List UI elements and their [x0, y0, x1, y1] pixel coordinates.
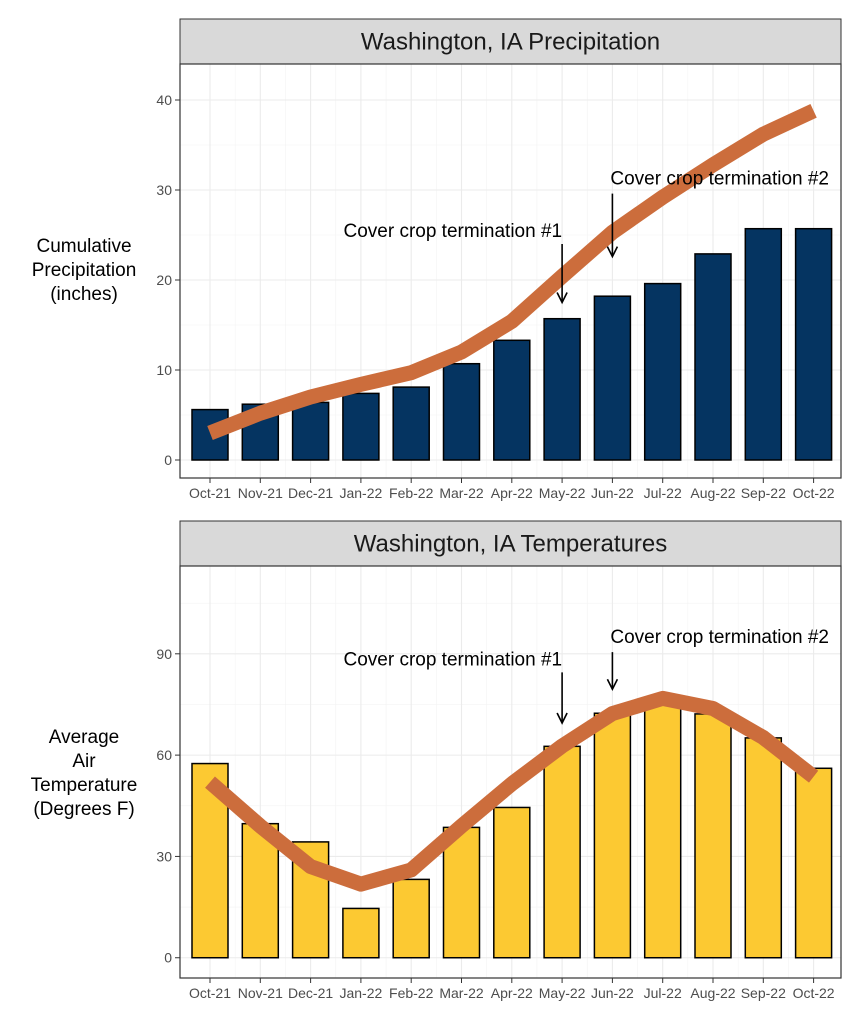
annotation-arrowhead [606, 678, 619, 692]
bar-Jun-22 [593, 295, 632, 461]
x-tick-label: Sep-22 [741, 485, 786, 501]
annotation-termination-1: Cover crop termination #1 [343, 221, 568, 305]
y-tick-label: 20 [156, 272, 172, 288]
bar-May-22 [543, 317, 581, 461]
trend-line [205, 690, 819, 892]
bar-Aug-22 [694, 253, 732, 461]
bar-Jul-22 [643, 282, 682, 461]
panel-border [179, 565, 842, 979]
x-axis: Oct-21 Nov-21 Dec-21 Jan-22 Feb-22 Mar-22 Apr-… [189, 478, 835, 501]
precipitation-panel: Cover crop termination #1 Cover crop term… [32, 18, 865, 501]
y-axis-title-line: (inches) [50, 284, 118, 305]
y-tick-label: 90 [156, 646, 172, 662]
bar-Nov-21 [241, 822, 280, 959]
trend-line [207, 103, 817, 440]
bar-Dec-21 [291, 401, 330, 461]
y-axis-title-line: Precipitation [32, 260, 137, 281]
bar-Oct-22 [794, 227, 833, 461]
x-tick-label: Aug-22 [690, 485, 735, 501]
x-tick-label: Mar-22 [439, 985, 484, 1001]
x-tick-label: Jun-22 [591, 985, 634, 1001]
x-tick-label: May-22 [539, 485, 586, 501]
y-axis-title: Average Air Temperature (Degrees F) [31, 727, 138, 820]
chart-title: Washington, IA Precipitation [361, 29, 660, 56]
y-tick-label: 40 [156, 92, 172, 108]
bar-Oct-22 [794, 767, 833, 959]
y-axis: 0 30 60 90 [156, 646, 180, 966]
bar-Jan-22 [342, 907, 380, 959]
right-margin-mask [842, 64, 865, 478]
x-tick-label: Apr-22 [491, 985, 533, 1001]
bar-Feb-22 [392, 878, 430, 959]
y-axis-title-line: Cumulative [36, 236, 131, 257]
x-tick-label: Oct-22 [793, 485, 835, 501]
bar-May-22 [543, 745, 581, 959]
bar-Sep-22 [744, 737, 783, 959]
bar-Feb-22 [392, 386, 430, 461]
x-tick-label: Feb-22 [389, 985, 434, 1001]
x-tick-label: Nov-21 [238, 485, 283, 501]
right-margin-mask [842, 566, 865, 978]
x-tick-label: Jul-22 [644, 485, 682, 501]
x-tick-label: Jun-22 [591, 485, 634, 501]
bar-Sep-22 [744, 227, 783, 461]
bar-Mar-22 [442, 826, 481, 959]
x-tick-label: Apr-22 [491, 485, 533, 501]
bar-Apr-22 [493, 806, 531, 959]
bar-Jan-22 [342, 392, 380, 461]
x-tick-label: Oct-21 [189, 985, 231, 1001]
x-tick-label: May-22 [539, 985, 586, 1001]
annotation-label: Cover crop termination #1 [343, 649, 562, 670]
y-tick-label: 0 [164, 452, 172, 468]
chart-title: Washington, IA Temperatures [354, 531, 668, 558]
temperature-panel: Cover crop termination #1 Cover crop term… [31, 520, 865, 1001]
y-axis-title: Cumulative Precipitation (inches) [32, 236, 137, 305]
y-tick-label: 30 [156, 848, 172, 864]
minor-gridlines [180, 64, 841, 478]
y-tick-label: 0 [164, 950, 172, 966]
bar-Aug-22 [694, 713, 732, 959]
x-tick-label: Aug-22 [690, 985, 735, 1001]
bar-Jun-22 [593, 712, 632, 959]
annotation-label: Cover crop termination #2 [610, 627, 829, 648]
y-axis-title-line: Average [49, 727, 119, 748]
x-tick-label: Dec-21 [288, 485, 333, 501]
x-tick-label: Dec-21 [288, 985, 333, 1001]
bar-Jul-22 [643, 703, 682, 959]
x-tick-label: Jan-22 [339, 485, 382, 501]
annotation-arrowhead [556, 712, 568, 725]
annotation-arrowhead [606, 246, 619, 259]
x-tick-label: Oct-21 [189, 485, 231, 501]
annotation-termination-1: Cover crop termination #1 [343, 649, 568, 725]
y-axis-title-line: Temperature [31, 775, 138, 796]
annotation-arrowhead [556, 292, 568, 305]
x-tick-label: Mar-22 [439, 485, 484, 501]
y-axis-title-line: (Degrees F) [33, 799, 134, 820]
bar-series [191, 227, 833, 461]
annotation-termination-2: Cover crop termination #2 [606, 627, 829, 692]
y-axis: 0 10 20 30 40 [156, 92, 180, 468]
y-axis-title-line: Air [72, 751, 96, 772]
facet-strip [179, 18, 842, 65]
annotation-label: Cover crop termination #2 [610, 169, 829, 190]
facet-strip [179, 520, 842, 567]
x-tick-label: Jul-22 [644, 985, 682, 1001]
bar-series [191, 703, 833, 959]
bar-Apr-22 [493, 339, 531, 461]
annotation-termination-2: Cover crop termination #2 [606, 169, 829, 259]
y-tick-label: 30 [156, 182, 172, 198]
x-tick-label: Sep-22 [741, 985, 786, 1001]
annotation-label: Cover crop termination #1 [343, 221, 562, 242]
x-tick-label: Feb-22 [389, 485, 434, 501]
x-tick-label: Jan-22 [339, 985, 382, 1001]
x-axis: Oct-21 Nov-21 Dec-21 Jan-22 Feb-22 Mar-22 Apr-… [189, 978, 835, 1001]
bar-Mar-22 [442, 362, 481, 461]
y-tick-label: 10 [156, 362, 172, 378]
y-tick-label: 60 [156, 747, 172, 763]
x-tick-label: Nov-21 [238, 985, 283, 1001]
panel-border [179, 63, 842, 479]
x-tick-label: Oct-22 [793, 985, 835, 1001]
